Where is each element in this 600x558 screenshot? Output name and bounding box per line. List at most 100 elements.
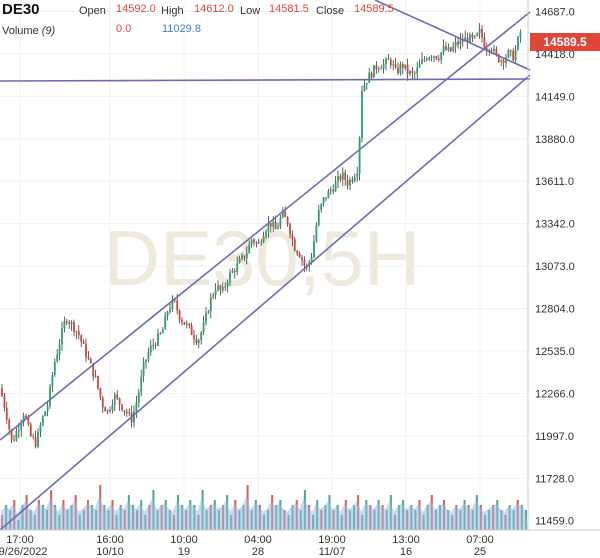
candle <box>29 422 32 438</box>
candle <box>245 246 248 265</box>
candle <box>73 319 75 337</box>
candle <box>56 348 59 363</box>
symbol-label: DE30 <box>2 1 40 18</box>
candle <box>365 82 368 90</box>
candle <box>229 268 231 286</box>
candle <box>401 61 404 75</box>
candle <box>121 404 123 412</box>
candle <box>99 387 102 401</box>
candle <box>104 406 107 412</box>
candle <box>452 41 455 53</box>
candle <box>445 41 447 51</box>
candle <box>219 284 222 296</box>
candle <box>94 369 97 378</box>
candle <box>433 55 435 62</box>
candle <box>473 35 476 39</box>
candle <box>469 32 471 43</box>
candle <box>169 303 171 314</box>
candle <box>373 65 375 78</box>
candle <box>289 222 291 239</box>
candle <box>320 203 323 213</box>
candle <box>248 240 251 254</box>
candle <box>349 177 351 191</box>
candle <box>221 282 224 293</box>
volume-period: (9) <box>42 25 56 37</box>
candle <box>3 392 6 412</box>
candle <box>224 282 227 291</box>
candle <box>517 35 519 52</box>
candle <box>332 184 335 195</box>
candle <box>135 395 138 418</box>
low-value: 14581.5 <box>269 3 309 15</box>
candle <box>51 371 54 393</box>
candle <box>197 338 200 349</box>
candle <box>399 61 402 76</box>
candle <box>39 422 42 438</box>
candle <box>116 390 119 400</box>
candle <box>152 338 155 351</box>
candle <box>353 173 356 183</box>
candle <box>375 61 378 74</box>
candle <box>145 359 147 369</box>
candle <box>109 406 111 414</box>
candle <box>190 322 193 336</box>
x-tick-time: 19:00 <box>318 534 346 546</box>
candle <box>471 32 474 43</box>
x-tick-date: 10/10 <box>96 546 124 558</box>
candle <box>41 415 44 427</box>
volume-label: Volume (9) <box>2 25 56 37</box>
candle <box>101 395 104 414</box>
candle <box>322 196 325 207</box>
candle <box>193 329 195 346</box>
candle <box>389 57 392 69</box>
candle <box>382 59 385 74</box>
candle <box>368 68 371 83</box>
x-tick-time: 10:00 <box>170 534 198 546</box>
candle <box>428 56 431 61</box>
candle <box>61 321 63 351</box>
candle <box>337 170 339 189</box>
candle <box>409 69 411 77</box>
candle <box>519 29 522 43</box>
candle <box>512 47 515 62</box>
candle <box>70 320 73 331</box>
candle <box>281 207 284 219</box>
candle <box>435 55 438 61</box>
candle <box>454 36 457 53</box>
candle <box>46 400 49 417</box>
candle <box>406 58 409 81</box>
candle <box>430 55 433 62</box>
candle <box>351 176 354 184</box>
candle <box>257 238 260 244</box>
candle <box>437 54 440 62</box>
candle <box>133 405 135 428</box>
candle <box>260 238 263 246</box>
x-tick-date: 25 <box>474 546 486 558</box>
trend-line-descending <box>374 0 531 71</box>
candle <box>113 392 116 412</box>
x-tick-time: 17:00 <box>6 534 34 546</box>
candle <box>154 342 157 349</box>
candle <box>449 46 452 53</box>
candle <box>250 238 253 248</box>
candle <box>253 237 255 247</box>
candle <box>284 206 287 218</box>
trend-line-lower-channel <box>0 74 531 531</box>
candle <box>394 57 397 69</box>
chart-watermark: DE30,5H <box>104 214 421 302</box>
candle <box>77 325 80 340</box>
candle <box>358 136 361 181</box>
x-tick-date: 19 <box>178 546 190 558</box>
y-tick-label: 11728.0 <box>535 473 574 485</box>
candle <box>265 229 267 240</box>
candle <box>161 327 164 334</box>
candle <box>509 49 512 57</box>
candle <box>241 253 243 261</box>
candle <box>356 166 359 182</box>
candle <box>63 316 66 333</box>
y-tick-label: 13073.0 <box>535 261 575 273</box>
x-tick-time: 07:00 <box>466 534 494 546</box>
candle <box>212 292 215 300</box>
